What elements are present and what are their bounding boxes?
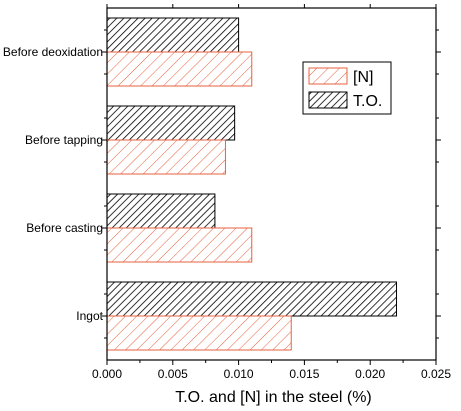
legend-swatch-n xyxy=(308,67,348,85)
x-tick-label: 0.020 xyxy=(355,367,385,381)
category-label: Before deoxidation xyxy=(3,45,103,59)
plot-frame xyxy=(106,7,437,361)
plot-area: Before deoxidation Before tapping Before c… xyxy=(3,4,451,381)
bar-n-before-tapping xyxy=(106,139,226,175)
x-tick-label: 0.010 xyxy=(224,367,254,381)
x-tick-label: 0.000 xyxy=(92,367,122,381)
bar-to-before-casting xyxy=(106,193,216,229)
bar-n-before-casting xyxy=(106,227,253,263)
bar-to-before-deoxidation xyxy=(106,17,240,53)
bar-to-ingot xyxy=(106,281,398,317)
bar-n-ingot xyxy=(106,315,292,351)
x-axis-title: T.O. and [N] in the steel (%) xyxy=(175,389,372,406)
bar-to-before-tapping xyxy=(106,105,236,141)
bar-n-before-deoxidation xyxy=(106,51,253,87)
legend-swatch-to xyxy=(308,91,348,109)
x-tick-label: 0.025 xyxy=(421,367,451,381)
category-label: Ingot xyxy=(76,309,103,323)
x-tick-label: 0.005 xyxy=(158,367,188,381)
legend: [N] T.O. xyxy=(302,61,392,115)
category-label: Before tapping xyxy=(25,133,103,147)
legend-label-n: [N] xyxy=(353,69,373,86)
category-label: Before casting xyxy=(26,221,103,235)
x-tick-label: 0.015 xyxy=(289,367,319,381)
legend-label-to: T.O. xyxy=(353,93,382,110)
